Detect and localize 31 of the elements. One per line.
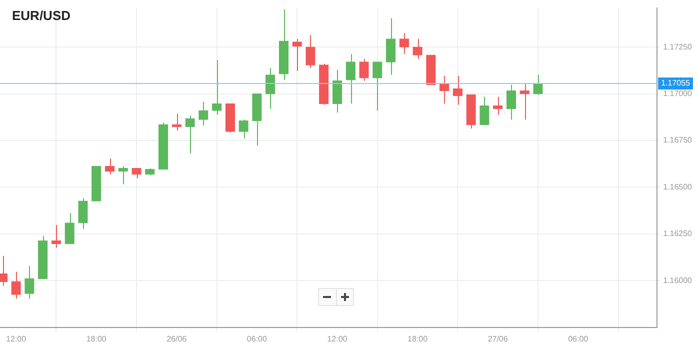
chart-title: EUR/USD: [12, 8, 71, 23]
y-tick-label: 1.17000: [663, 88, 693, 98]
y-tick-label: 1.16250: [663, 229, 693, 238]
candlestick: [386, 18, 396, 76]
x-tick-label: 12:00: [327, 334, 348, 344]
y-tick-label: 1.16750: [663, 136, 693, 145]
candlestick: [506, 84, 516, 120]
y-tick-label: 1.16000: [663, 276, 693, 285]
y-tick-label: 1.16500: [663, 182, 693, 192]
candlestick: [359, 58, 369, 82]
y-tick-label: 1.17250: [663, 42, 693, 52]
candlestick: [480, 96, 490, 126]
candlestick: [372, 62, 382, 112]
candlestick: [212, 59, 222, 116]
ref-line-label: 1.17055: [661, 78, 691, 88]
candlestick: [292, 38, 302, 72]
candlestick: [346, 53, 356, 104]
x-tick-label: 06:00: [246, 334, 268, 344]
candlestick: [64, 212, 74, 244]
x-tick-label: 18:00: [408, 334, 428, 344]
x-tick-label: 26/06: [166, 334, 188, 344]
candlestick: [332, 69, 342, 114]
x-tick-label: 27/06: [488, 334, 508, 344]
x-tick-label: 12:00: [6, 334, 27, 344]
candlestick: [78, 198, 88, 230]
candlestick: [104, 158, 115, 175]
candlestick: [185, 115, 195, 154]
candlestick: [306, 34, 316, 68]
x-tick-label: 18:00: [86, 334, 107, 344]
x-tick-label: 06:00: [568, 334, 589, 344]
candlestick: [265, 67, 276, 110]
